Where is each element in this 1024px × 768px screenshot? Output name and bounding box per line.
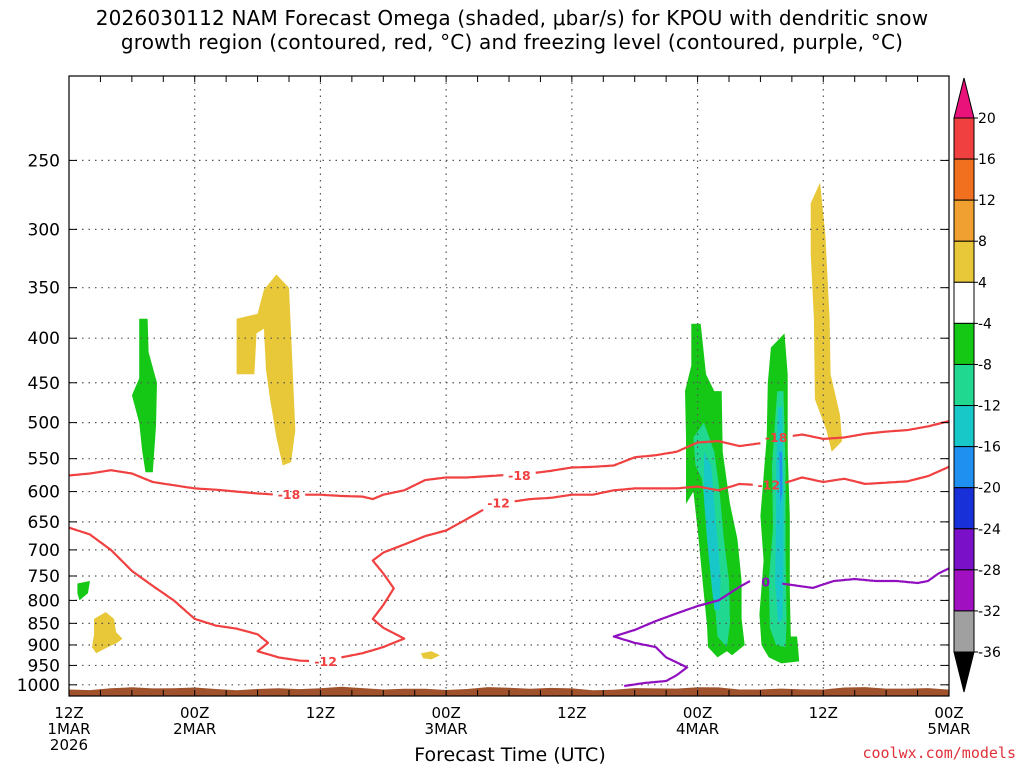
positive-omega-4-8-c [421,651,440,660]
x-tick-label: 5MAR [927,720,970,738]
colorbar-label: -20 [978,481,1001,497]
colorbar-label: -12 [978,399,1001,415]
negative-omega-minus16-minus20 [779,451,783,504]
dgz-bottom-minus12-label: -12 [487,495,510,510]
colorbar: 20 16 12 8 4 -4 -8 -12 -16 -20 -24 -28 -32 -36 [953,77,1001,693]
dgz-bottom-minus12-label: -12 [758,478,781,493]
y-tick-label: 500 [28,414,60,434]
dgz-top-minus18-segment [305,474,504,501]
colorbar-swatch [953,322,975,365]
colorbar-label: 4 [978,275,987,291]
colorbar-label: -24 [978,522,1001,538]
x-tick-label: 00Z [934,704,963,722]
x-tick-label: 12Z [557,704,586,722]
x-tick-label: 2MAR [173,720,216,738]
dgz-bottom-minus12-segment [68,526,310,663]
positive-omega-4-8-a [236,274,296,466]
x-tick-label: 1MAR [47,720,90,738]
colorbar-swatch [953,405,975,448]
y-tick-label: 300 [28,220,60,240]
dgz-top-minus18-label: -18 [508,468,531,483]
dgz-bottom-minus12-segment [341,508,484,659]
colorbar-label: -4 [978,316,992,332]
freezing-level-0-label: 0 [761,574,770,589]
axis-labels: 2503003504004505005506006507007508008509… [17,151,971,754]
y-tick-label: 800 [28,591,60,611]
freezing-level-0-segment [782,567,950,590]
colorbar-swatch [953,528,975,571]
colorbar-swatch [953,158,975,201]
chart-title-line-2: growth region (contoured, red, °C) and f… [120,30,904,54]
colorbar-arrow-bottom [953,651,975,693]
x-tick-label: 12Z [809,704,838,722]
chart-title-line-1: 2026030112 NAM Forecast Omega (shaded, μ… [95,6,929,30]
y-tick-label: 450 [28,374,60,394]
colorbar-arrow-top [953,77,975,119]
positive-omega-4-8-d [810,182,843,452]
colorbar-swatch [953,446,975,489]
colorbar-label: -28 [978,563,1001,579]
negative-omega-minus4-minus8-a [131,318,157,473]
y-tick-label: 400 [28,329,60,349]
y-tick-label: 900 [28,636,60,656]
plot-frame [68,75,950,697]
x-tick-label: 00Z [431,704,460,722]
negative-omega-minus12-minus16-a [703,451,721,610]
y-tick-label: 850 [28,614,60,634]
dgz-top-minus18-label: -18 [765,430,788,445]
y-tick-label: 600 [28,483,60,503]
dgz-bottom-minus12-segment [784,465,950,485]
y-tick-label: 350 [28,279,60,299]
colorbar-swatch [953,240,975,283]
positive-omega-4-8-b [92,612,123,654]
dgz-top-minus18-segment [535,440,761,474]
y-tick-label: 550 [28,450,60,470]
colorbar-label: 12 [978,193,996,209]
dgz-top-minus18-segment [68,469,273,496]
x-tick-label: 00Z [180,704,209,722]
colorbar-label: -36 [978,645,1001,661]
y-tick-label: 650 [28,513,60,533]
colorbar-swatch [953,199,975,242]
colorbar-label: -8 [978,357,992,373]
colorbar-swatch [953,281,975,324]
colorbar-swatch [953,363,975,407]
colorbar-label: -32 [978,604,1001,620]
freezing-level-0-segment [612,580,751,688]
x-axis-title: Forecast Time (UTC) [414,744,606,766]
colorbar-swatch [953,117,975,160]
x-tick-label: 12Z [54,704,83,722]
colorbar-label: 16 [978,152,996,168]
x-tick-label: 2026 [50,736,88,754]
colorbar-label: -16 [978,440,1001,456]
y-tick-label: 250 [28,151,60,171]
dgz-top-minus18-label: -18 [278,487,301,502]
x-tick-label: 00Z [683,704,712,722]
y-tick-label: 700 [28,541,60,561]
x-tick-label: 4MAR [676,720,719,738]
colorbar-swatch [953,610,975,653]
colorbar-label: 8 [978,234,987,250]
dgz-bottom-minus12-segment [514,482,753,503]
colorbar-swatch [953,569,975,612]
watermark: coolwx.com/models [862,744,1016,762]
y-tick-label: 1000 [17,676,60,696]
y-tick-label: 950 [28,656,60,676]
dgz-bottom-minus12-label: -12 [314,654,337,669]
x-tick-label: 3MAR [425,720,468,738]
y-tick-label: 750 [28,567,60,587]
negative-omega-minus4-minus8-b [77,581,90,601]
dgz-top-minus18-segment [792,420,950,440]
colorbar-swatch [953,487,975,530]
contour-lines: -18 -18 -18 -12 -12 -12 0 [68,420,950,688]
colorbar-label: 20 [978,111,996,127]
x-tick-label: 12Z [306,704,335,722]
